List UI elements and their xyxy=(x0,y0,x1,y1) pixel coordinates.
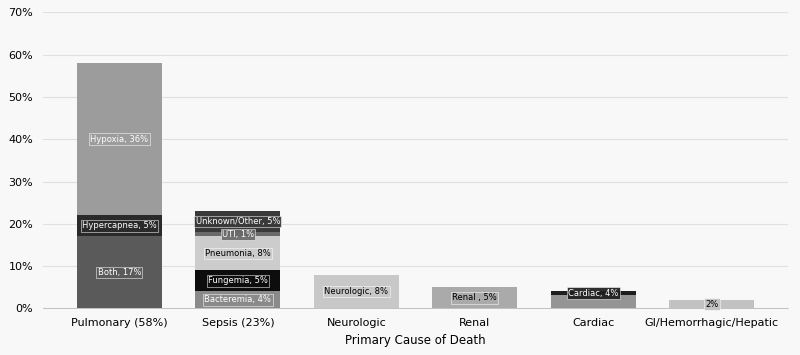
Text: Hypoxia, 36%: Hypoxia, 36% xyxy=(90,135,149,144)
Bar xyxy=(195,270,281,291)
Text: Renal , 5%: Renal , 5% xyxy=(452,293,497,302)
Bar xyxy=(550,295,636,308)
Text: 2%: 2% xyxy=(705,300,718,308)
Text: Cardiac, 4%: Cardiac, 4% xyxy=(568,289,618,297)
Text: Unknown/Other, 5%: Unknown/Other, 5% xyxy=(195,217,280,226)
Bar xyxy=(314,274,399,308)
Bar xyxy=(77,236,162,308)
Bar xyxy=(550,291,636,295)
Bar xyxy=(432,287,518,308)
Bar xyxy=(77,63,162,215)
Text: Both, 17%: Both, 17% xyxy=(98,268,141,277)
Text: Hypercapnea, 5%: Hypercapnea, 5% xyxy=(82,222,157,230)
X-axis label: Primary Cause of Death: Primary Cause of Death xyxy=(346,334,486,347)
Bar xyxy=(195,211,281,232)
Text: Neurologic, 8%: Neurologic, 8% xyxy=(324,287,388,296)
Text: Bacteremia, 4%: Bacteremia, 4% xyxy=(204,295,271,305)
Bar xyxy=(195,232,281,236)
Text: Fungemia, 5%: Fungemia, 5% xyxy=(208,277,268,285)
Text: UTI, 1%: UTI, 1% xyxy=(222,230,254,239)
Text: Pneumonia, 8%: Pneumonia, 8% xyxy=(205,249,270,258)
Bar xyxy=(195,291,281,308)
Bar xyxy=(77,215,162,236)
Bar xyxy=(195,236,281,270)
Bar xyxy=(669,300,754,308)
